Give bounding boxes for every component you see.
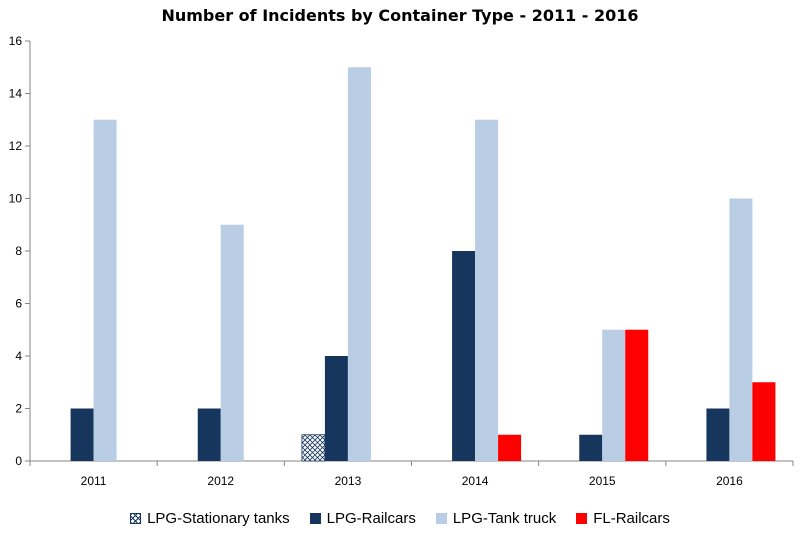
legend-label: FL-Railcars — [593, 510, 670, 527]
legend-swatch — [576, 513, 588, 524]
bar-lpg-railcars-2013 — [324, 356, 348, 461]
y-tick-label: 4 — [15, 349, 22, 363]
bar-fl-railcars-2014 — [498, 434, 522, 461]
bar-lpg-railcars-2012 — [197, 408, 221, 461]
legend-swatch — [309, 513, 321, 524]
bar-lpg-tank-truck-2013 — [347, 67, 371, 461]
y-tick-label: 12 — [9, 139, 23, 153]
bar-lpg-tank-truck-2012 — [220, 224, 244, 461]
y-tick-label: 2 — [15, 402, 22, 416]
x-tick-label: 2016 — [716, 474, 743, 488]
y-tick-label: 6 — [15, 297, 22, 311]
bar-lpg-tank-truck-2015 — [602, 329, 626, 461]
legend-item: LPG-Stationary tanks — [130, 510, 290, 527]
legend: LPG-Stationary tanks LPG-Railcars LPG-Tank… — [0, 510, 800, 527]
bar-lpg-railcars-2015 — [579, 434, 603, 461]
y-tick-label: 0 — [15, 454, 22, 468]
bar-lpg-tank-truck-2016 — [729, 198, 753, 461]
bar-lpg-railcars-2014 — [452, 251, 476, 461]
legend-item: LPG-Railcars — [309, 510, 416, 527]
x-tick-label: 2015 — [589, 474, 616, 488]
chart-title: Number of Incidents by Container Type - … — [161, 6, 639, 25]
legend-item: LPG-Tank truck — [435, 510, 557, 527]
bar-fl-railcars-2015 — [625, 329, 649, 461]
legend-label: LPG-Tank truck — [452, 510, 557, 527]
bar-fl-railcars-2016 — [752, 382, 776, 461]
bar-lpg-tank-truck-2014 — [475, 119, 499, 461]
bar-lpg-railcars-2016 — [706, 408, 730, 461]
y-tick-label: 8 — [15, 244, 22, 258]
y-tick-label: 16 — [9, 34, 23, 48]
y-tick-label: 10 — [9, 192, 23, 206]
x-tick-label: 2014 — [462, 474, 489, 488]
bar-lpg-tank-truck-2011 — [93, 119, 117, 461]
y-tick-label: 14 — [9, 87, 23, 101]
legend-swatch — [130, 513, 142, 524]
legend-label: LPG-Stationary tanks — [147, 510, 290, 527]
x-tick-label: 2011 — [81, 474, 107, 488]
legend-label: LPG-Railcars — [326, 510, 416, 527]
x-tick-label: 2013 — [335, 474, 362, 488]
bar-lpg-stationary-tanks-2013 — [301, 434, 326, 462]
x-tick-label: 2012 — [207, 474, 234, 488]
bar-chart: 0 2 4 6 8 10 12 14 16 2011 2012 2013 2014 2015 2016 — [9, 34, 794, 488]
legend-swatch — [435, 513, 447, 524]
bar-lpg-railcars-2011 — [70, 408, 94, 461]
legend-item: FL-Railcars — [576, 510, 670, 527]
